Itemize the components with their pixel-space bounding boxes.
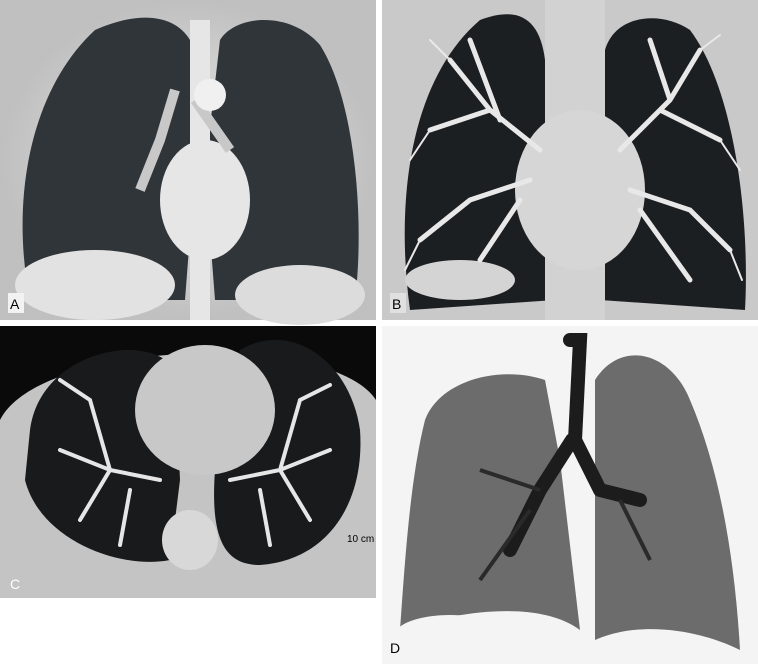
scale-label: 10 cm xyxy=(347,534,374,545)
panel-a: A xyxy=(0,0,376,325)
panel-label: C xyxy=(10,576,20,592)
panel-d: D xyxy=(382,326,758,664)
panel-label: A xyxy=(10,296,20,312)
panel-b: B xyxy=(382,0,758,320)
panel-label: B xyxy=(392,296,401,312)
panel-c: 10 cm C xyxy=(0,326,376,598)
panel-label: D xyxy=(390,640,400,656)
